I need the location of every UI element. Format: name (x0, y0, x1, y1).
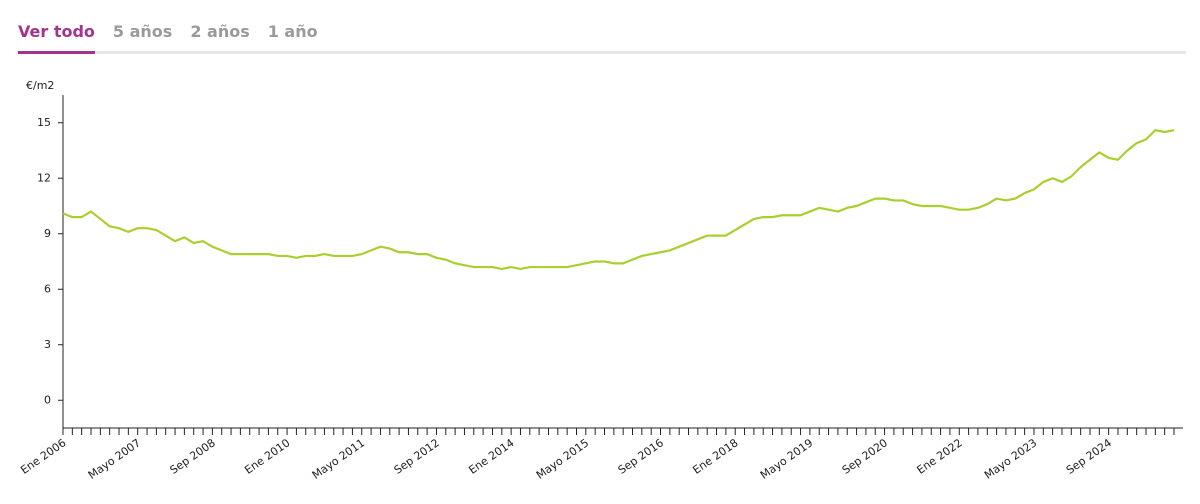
x-tick-label: Sep 2020 (840, 436, 890, 477)
period-tabs: Ver todo 5 años 2 años 1 año (18, 20, 1186, 54)
y-tick-label: 12 (37, 171, 51, 184)
x-tick-label: Mayo 2019 (758, 436, 815, 482)
x-tick-label: Ene 2010 (242, 436, 292, 477)
y-tick-label: 9 (44, 227, 51, 240)
x-tick-label: Ene 2018 (690, 436, 740, 477)
x-tick-label: Ene 2022 (915, 436, 965, 477)
tab[interactable]: 2 años (190, 22, 250, 41)
x-tick-label: Ene 2006 (18, 436, 68, 477)
y-tick-label: 3 (44, 338, 51, 351)
y-tick-label: 0 (44, 393, 51, 406)
x-tick-label: Mayo 2023 (982, 436, 1039, 482)
x-tick-label: Sep 2012 (392, 436, 442, 477)
x-tick-label: Sep 2008 (168, 436, 218, 477)
tab[interactable]: 5 años (112, 22, 173, 41)
x-tick-label: Sep 2024 (1064, 436, 1114, 477)
tab[interactable]: Ver todo (18, 20, 95, 54)
y-tick-label: 6 (44, 282, 51, 295)
price-line (62, 129, 1175, 270)
x-tick-label: Mayo 2007 (86, 436, 143, 482)
y-tick-label: 15 (37, 116, 51, 129)
x-tick-label: Sep 2016 (616, 436, 666, 477)
y-axis-label: €/m2 (26, 79, 54, 92)
x-tick-label: Ene 2014 (466, 436, 516, 477)
x-tick-label: Mayo 2015 (534, 436, 591, 482)
x-tick-label: Mayo 2011 (310, 436, 367, 482)
tab[interactable]: 1 año (267, 22, 318, 41)
